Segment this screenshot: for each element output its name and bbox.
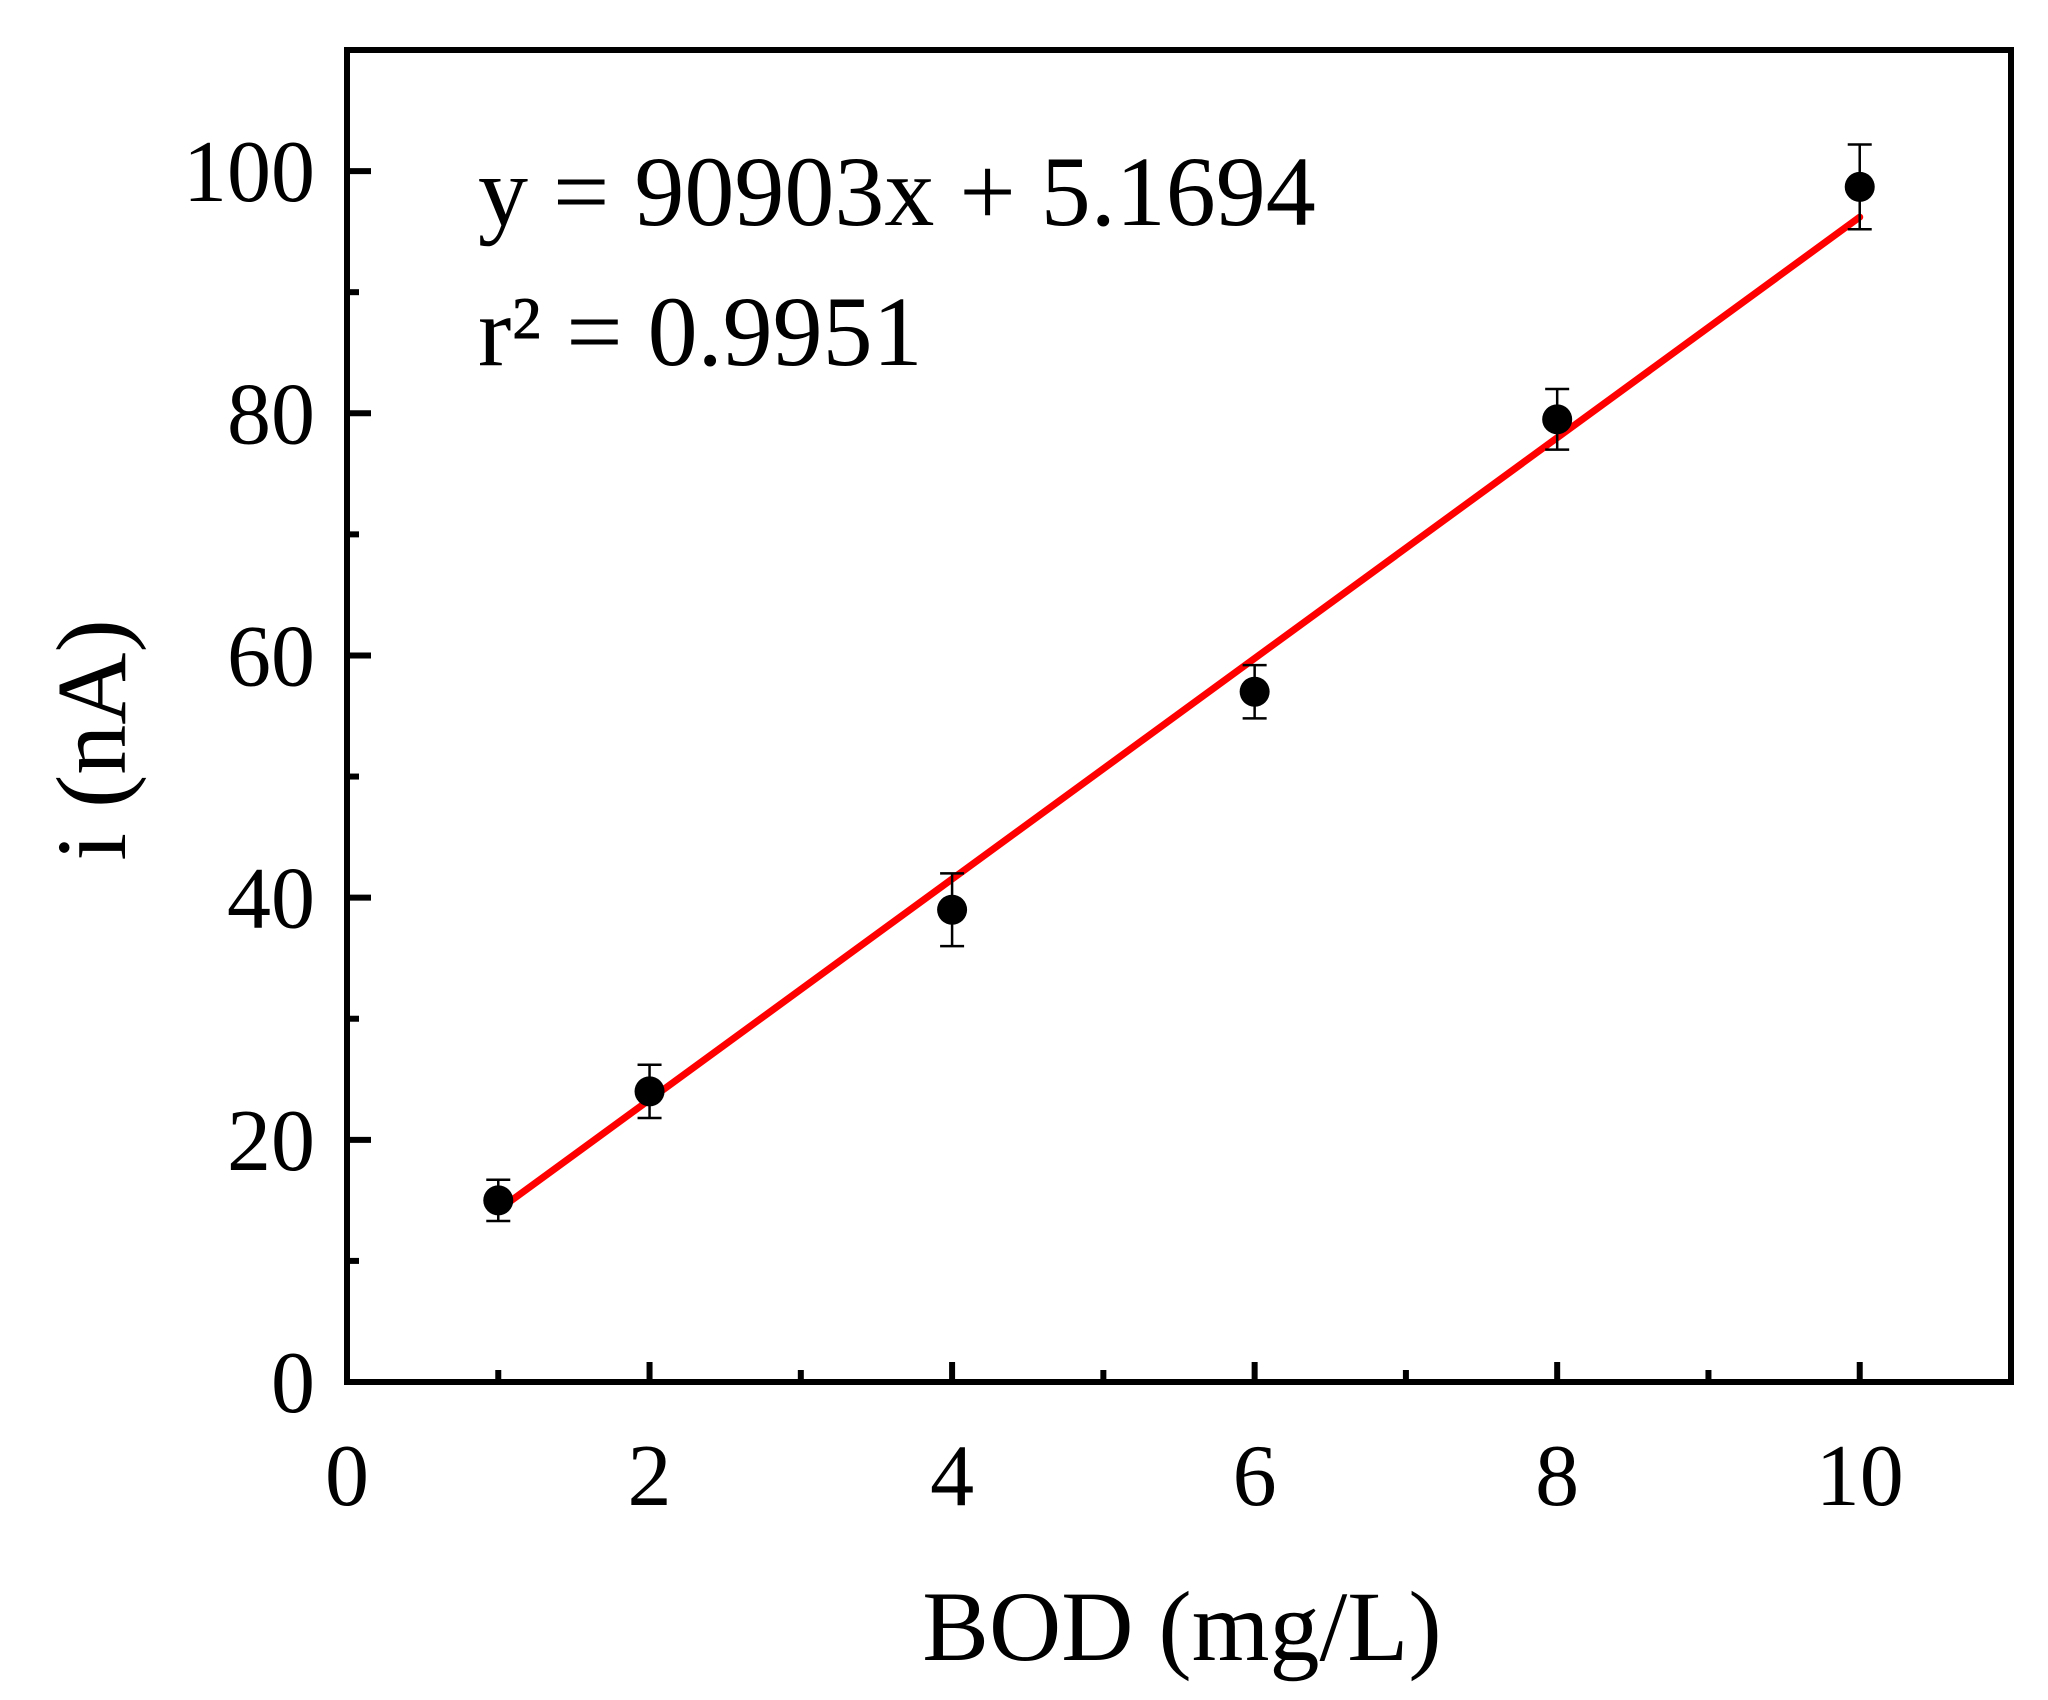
fit-line [494,213,1864,1214]
data-point [1542,404,1573,435]
y-tick-label: 80 [227,366,315,463]
y-tick-label: 0 [271,1335,315,1432]
r-squared-annotation: r² = 0.9951 [478,276,923,387]
y-tick-label: 100 [183,124,315,221]
x-tick-label: 2 [628,1428,672,1525]
x-tick-label: 0 [325,1428,369,1525]
x-axis-title: BOD (mg/L) [922,1571,1441,1682]
y-tick-label: 60 [227,608,315,705]
data-points [483,171,1875,1216]
y-tick-label: 40 [227,851,315,948]
data-point [483,1185,514,1216]
equation-annotation: y = 90903x + 5.1694 [478,136,1316,247]
data-point [634,1076,665,1107]
x-tick-label: 6 [1233,1428,1277,1525]
plot-frame [344,47,2014,1385]
data-point [937,894,968,925]
data-point [1844,171,1875,202]
x-tick-label: 4 [930,1428,974,1525]
x-tick-label: 8 [1535,1428,1579,1525]
y-axis-title: i (nA) [36,619,147,861]
data-point [1239,676,1270,707]
x-tick-label: 10 [1816,1428,1904,1525]
y-tick-label: 20 [227,1093,315,1190]
fit-line-group [494,213,1864,1214]
